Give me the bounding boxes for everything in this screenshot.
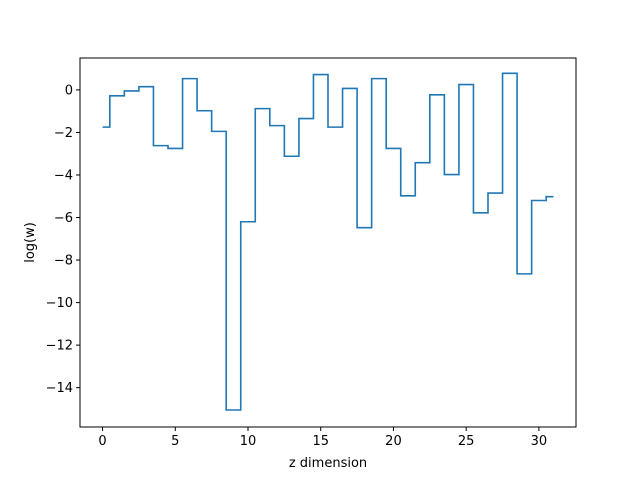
x-tick-label: 5 xyxy=(171,434,179,449)
x-tick-label: 10 xyxy=(240,434,257,449)
y-axis-ticks: 0 −2 −4 −6 −8 −10 −12 −14 xyxy=(46,83,80,396)
y-tick-label: −14 xyxy=(46,381,73,396)
x-tick-label: 30 xyxy=(531,434,548,449)
y-tick-label: −6 xyxy=(54,211,73,226)
y-tick-label: −12 xyxy=(46,339,73,354)
y-tick-label: −4 xyxy=(54,168,73,183)
series-line-0 xyxy=(102,72,554,411)
y-tick-label: −8 xyxy=(54,254,73,269)
x-axis-ticks: 0 5 10 15 20 25 30 xyxy=(98,427,547,449)
y-axis-label: log(w) xyxy=(23,222,38,263)
x-tick-label: 0 xyxy=(98,434,106,449)
x-tick-label: 20 xyxy=(385,434,402,449)
series-layer xyxy=(102,72,554,411)
x-tick-label: 15 xyxy=(312,434,329,449)
axes-frame xyxy=(79,57,577,428)
x-axis-label: z dimension xyxy=(289,456,367,471)
y-tick-label: 0 xyxy=(65,83,73,98)
y-tick-label: −2 xyxy=(54,126,73,141)
y-tick-label: −10 xyxy=(46,296,73,311)
x-tick-label: 25 xyxy=(458,434,475,449)
